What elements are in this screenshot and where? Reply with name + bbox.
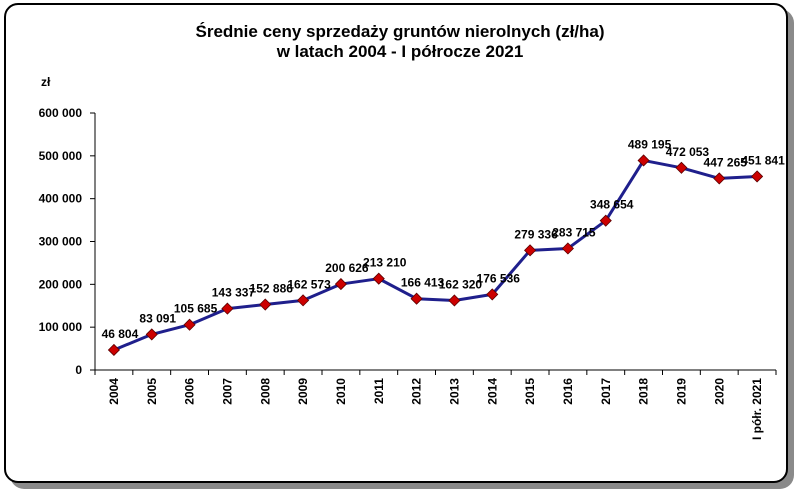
x-tick-label: 2007 (220, 378, 234, 405)
data-label: 451 841 (741, 153, 785, 167)
data-label: 283 715 (552, 225, 596, 239)
data-label: 152 886 (250, 282, 294, 296)
series-line (107, 154, 764, 357)
x-tick-label: 2004 (107, 378, 121, 405)
data-label: 489 195 (628, 137, 672, 151)
data-label: 472 053 (666, 145, 710, 159)
data-point-marker (259, 298, 272, 311)
chart-title-line-1: Średnie ceny sprzedaży gruntów nierolnyc… (195, 22, 605, 41)
x-tick-label: 2005 (145, 378, 159, 405)
data-point-marker (334, 277, 347, 291)
data-point-marker (107, 343, 120, 357)
data-label: 348 654 (590, 198, 634, 212)
y-tick-label: 500 000 (39, 149, 83, 163)
data-point-marker (637, 154, 650, 167)
y-tick-label: 600 000 (39, 106, 83, 120)
y-tick-label: 100 000 (39, 320, 83, 334)
y-tick-label: 300 000 (39, 235, 83, 249)
data-point-marker (297, 294, 310, 307)
y-tick-label: 400 000 (39, 192, 83, 206)
x-tick-label: 2015 (523, 378, 537, 405)
data-label: 176 536 (477, 271, 521, 285)
data-point-marker (713, 172, 726, 185)
data-point-marker (221, 302, 234, 315)
data-point-marker (372, 272, 385, 285)
data-label: 166 413 (401, 276, 445, 290)
data-point-marker (599, 214, 612, 227)
y-tick-label: 200 000 (39, 277, 83, 291)
x-tick-label: 2008 (258, 378, 272, 405)
data-label: 200 626 (325, 261, 369, 275)
data-label: 213 210 (363, 256, 407, 270)
y-tick-label: 0 (75, 363, 82, 377)
data-point-marker (751, 170, 764, 183)
x-tick-label: 2006 (183, 378, 197, 405)
x-tick-label: 2016 (561, 378, 575, 405)
data-point-marker (183, 318, 196, 331)
data-point-marker (145, 328, 158, 341)
data-label: 46 804 (102, 327, 139, 341)
x-tick-label: 2014 (485, 378, 499, 405)
x-tick-label: 2010 (334, 378, 348, 405)
x-tick-label: 2011 (372, 378, 386, 404)
x-tick-label: 2012 (410, 378, 424, 405)
data-label: 162 573 (287, 277, 331, 291)
data-label: 143 337 (212, 286, 256, 300)
series-polyline (113, 158, 758, 352)
x-tick-label: 2020 (712, 378, 726, 405)
data-point-marker (448, 294, 461, 307)
chart-title-line-2: w latach 2004 - I półrocze 2021 (276, 42, 524, 61)
x-tick-label: 2018 (637, 378, 651, 405)
data-label: 83 091 (139, 311, 176, 325)
data-label: 279 336 (514, 227, 558, 241)
data-point-marker (486, 288, 499, 301)
x-tick-label: I półr. 2021 (750, 378, 764, 440)
x-tick-label: 2013 (447, 378, 461, 405)
y-axis-label: zł (41, 75, 51, 89)
data-label: 162 320 (439, 277, 483, 291)
chart-title: Średnie ceny sprzedaży gruntów nierolnyc… (0, 22, 800, 62)
data-point-marker (675, 161, 688, 174)
axes: 0 100 000 200 000 300 000 400 000 500 000 600 … (39, 106, 777, 440)
data-point-marker (524, 244, 537, 257)
x-tick-label: 2017 (599, 378, 613, 405)
data-label: 447 265 (704, 155, 748, 169)
x-tick-label: 2019 (674, 378, 688, 405)
data-label: 105 685 (174, 302, 218, 316)
data-point-marker (561, 242, 574, 255)
data-point-marker (410, 292, 423, 305)
x-tick-label: 2009 (296, 378, 310, 405)
chart-frame (4, 3, 788, 483)
